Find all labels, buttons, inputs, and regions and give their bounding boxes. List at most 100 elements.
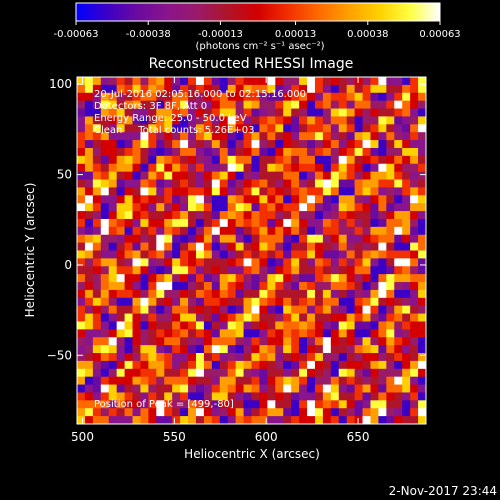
heatmap-cell [291,329,300,338]
heatmap-cell [259,392,268,401]
heatmap-cell [275,376,284,386]
heatmap-cell [132,376,142,386]
heatmap-cell [124,234,134,244]
heatmap-cell [338,77,348,86]
heatmap-cell [227,132,237,141]
heatmap-cell [77,92,86,102]
heatmap-cell [188,345,197,354]
heatmap-cell [92,155,102,165]
heatmap-cell [100,242,110,252]
heatmap-cell [124,368,134,378]
heatmap-cell [267,234,276,244]
heatmap-cell [219,376,229,386]
heatmap-cell [180,242,189,252]
heatmap-cell [386,147,395,157]
heatmap-cell [124,360,134,370]
heatmap-cell [370,305,380,315]
heatmap-cell [148,416,157,424]
heatmap-cell [307,337,316,346]
heatmap-cell [84,408,94,417]
heatmap-cell [259,218,268,228]
heatmap-cell [346,408,356,417]
heatmap-cell [314,203,324,212]
heatmap-cell [203,140,213,149]
heatmap-cell [188,337,197,346]
heatmap-cell [203,92,213,102]
heatmap-cell [188,155,197,165]
heatmap-cell [156,155,165,165]
heatmap-cell [124,376,134,386]
heatmap-cell [219,132,229,141]
heatmap-cell [299,289,308,299]
heatmap-cell [314,116,324,125]
heatmap-cell [275,266,284,275]
heatmap-cell [211,266,221,275]
heatmap-cell [354,392,364,401]
heatmap-cell [211,376,221,386]
heatmap-cell [330,313,340,323]
heatmap-cell [307,77,316,86]
heatmap-cell [195,289,205,299]
heatmap-cell [180,140,189,149]
heatmap-cell [418,77,426,86]
heatmap-cell [227,416,237,424]
heatmap-cell [84,250,94,259]
heatmap-cell [211,187,221,196]
heatmap-cell [394,266,403,275]
heatmap-cell [124,297,134,307]
heatmap-cell [100,187,110,196]
heatmap-cell [116,337,126,346]
heatmap-cell [402,242,411,252]
heatmap-cell [235,353,245,362]
heatmap-cell [338,360,348,370]
heatmap-cell [84,392,94,401]
heatmap-cell [132,211,142,220]
heatmap-cell [291,297,300,307]
heatmap-cell [378,360,387,370]
heatmap-cell [124,242,134,252]
heatmap-cell [203,392,213,401]
heatmap-cell [275,408,284,417]
heatmap-cell [299,345,308,354]
heatmap-cell [362,289,372,299]
heatmap-cell [322,155,332,165]
heatmap-cell [188,321,197,330]
heatmap-cell [180,179,189,189]
heatmap-cell [418,376,426,386]
heatmap-cell [299,266,308,275]
heatmap-cell [108,360,118,370]
heatmap-cell [370,187,380,196]
heatmap-cell [299,77,308,86]
heatmap-cell [402,368,411,378]
heatmap-cell [299,250,308,259]
heatmap-cell [418,100,426,110]
heatmap-cell [378,337,387,346]
heatmap-cell [188,124,197,133]
heatmap-cell [291,337,300,346]
heatmap-cell [394,234,403,244]
heatmap-cell [148,100,157,110]
heatmap-cell [92,140,102,149]
heatmap-cell [243,203,253,212]
heatmap-cell [370,250,380,259]
heatmap-cell [84,84,94,94]
heatmap-cell [299,376,308,386]
heatmap-cell [386,250,395,259]
heatmap-cell [180,289,189,299]
heatmap-cell [322,147,332,157]
heatmap-cell [330,274,340,283]
heatmap-cell [354,218,364,228]
heatmap-cell [195,353,205,362]
heatmap-cell [394,305,403,315]
heatmap-cell [84,345,94,354]
heatmap-cell [354,84,364,94]
heatmap-cell [108,124,118,133]
heatmap-cell [164,297,173,307]
heatmap-cell [172,211,181,220]
heatmap-cell [172,124,181,133]
heatmap-cell [299,234,308,244]
heatmap-cell [378,289,387,299]
heatmap-cell [275,368,284,378]
heatmap-cell [235,345,245,354]
heatmap-cell [386,195,395,204]
